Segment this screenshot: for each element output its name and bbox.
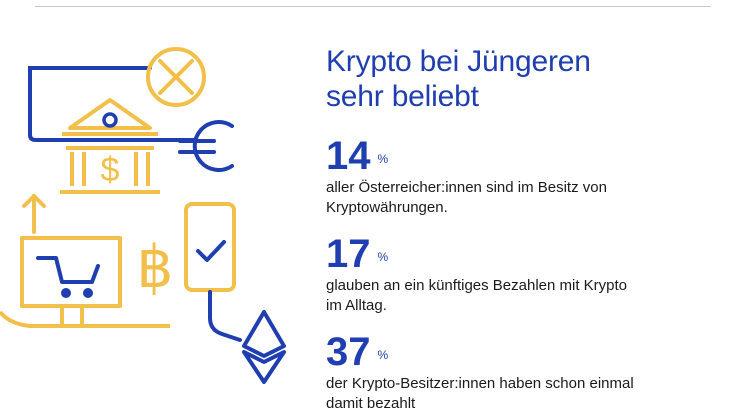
checkmark-icon	[196, 240, 226, 262]
top-divider	[35, 6, 711, 7]
connector-line-bottom	[208, 290, 242, 342]
ethereum-icon	[242, 310, 286, 384]
crypto-illustration: $ ฿	[0, 47, 286, 384]
smartphone-icon	[184, 202, 236, 292]
euro-sign-icon	[178, 120, 234, 172]
stat-description-line: im Alltag.	[326, 297, 387, 314]
bitcoin-icon: ฿	[137, 235, 174, 300]
stat-value: 17	[326, 232, 371, 276]
bank-building-icon	[60, 98, 160, 194]
arrow-up-icon	[22, 194, 46, 234]
stat-block: 17 % glauben an ein künftiges Bezahlen m…	[326, 234, 726, 316]
stat-block: 14 % aller Österreicher:innen sind im Be…	[326, 136, 726, 218]
bank-window-icon	[102, 112, 118, 128]
dollar-sign-icon: $	[101, 151, 120, 189]
stat-description-line: Kryptowährungen.	[326, 199, 448, 216]
headline-line-2: sehr beliebt	[326, 80, 479, 113]
globe-icon	[146, 47, 206, 107]
stat-unit: %	[377, 348, 389, 362]
stat-description: aller Österreicher:innen sind im Besitz …	[326, 178, 726, 218]
stat-block: 37 % der Krypto-Besitzer:innen haben sch…	[326, 332, 726, 414]
stat-description-line: aller Österreicher:innen sind im Besitz …	[326, 179, 607, 196]
shopping-cart-icon	[36, 256, 100, 298]
stat-unit: %	[377, 152, 389, 166]
stat-unit: %	[377, 250, 389, 264]
stat-description: glauben an ein künftiges Bezahlen mit Kr…	[326, 276, 726, 316]
stat-description: der Krypto-Besitzer:innen haben schon ei…	[326, 374, 726, 414]
stat-value: 37	[326, 330, 371, 374]
stat-description-line: glauben an ein künftiges Bezahlen mit Kr…	[326, 277, 628, 294]
computer-monitor-icon	[0, 236, 170, 328]
stat-value: 14	[326, 134, 371, 178]
headline: Krypto bei Jüngeren sehr beliebt	[326, 44, 591, 114]
connector-line-top	[28, 66, 197, 142]
stat-description-line: damit bezahlt	[326, 395, 416, 412]
stat-description-line: der Krypto-Besitzer:innen haben schon ei…	[326, 375, 634, 392]
headline-line-1: Krypto bei Jüngeren	[326, 45, 591, 78]
